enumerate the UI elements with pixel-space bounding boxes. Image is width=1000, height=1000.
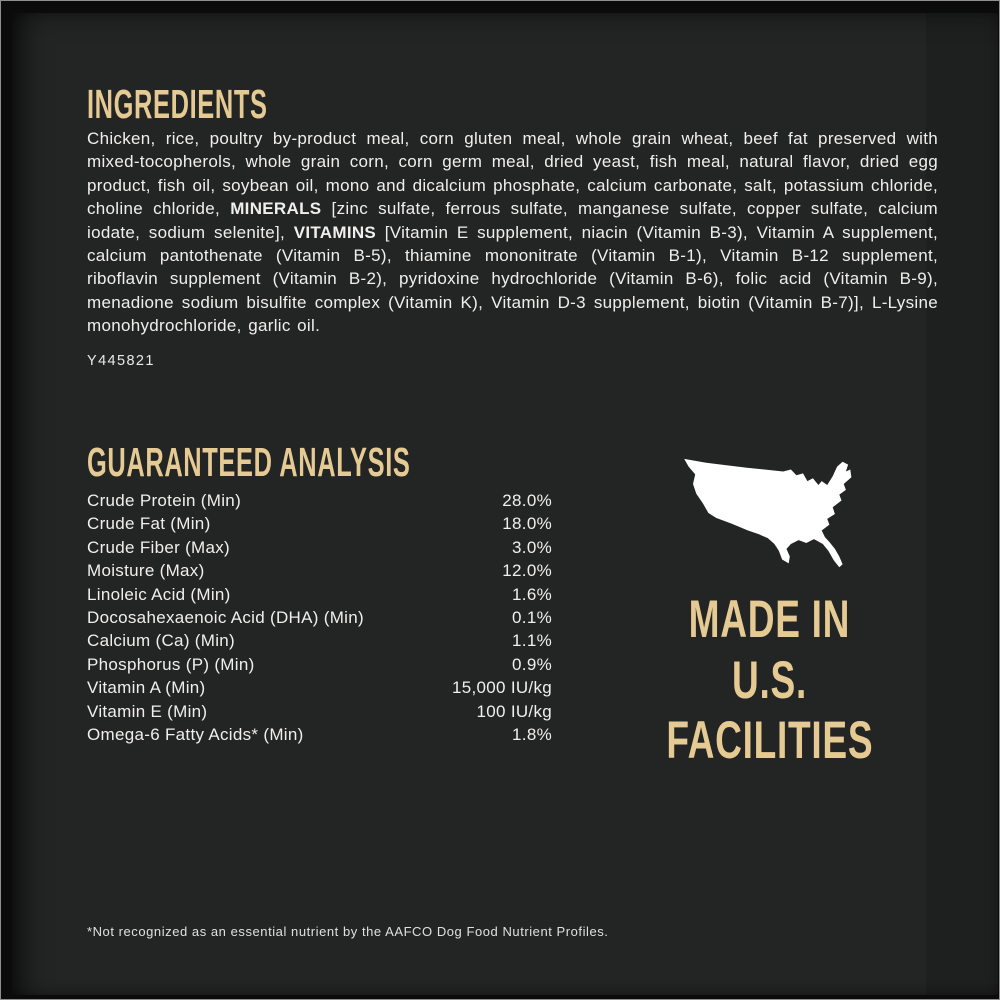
analysis-row: Omega-6 Fatty Acids* (Min) 1.8% [87,725,552,748]
usa-map-icon [683,458,851,568]
label-panel: INGREDIENTS Chicken, rice, poultry by-pr… [12,13,998,995]
analysis-row: Crude Fiber (Max) 3.0% [87,538,552,561]
analysis-row: Linoleic Acid (Min) 1.6% [87,585,552,608]
analysis-label: Vitamin E (Min) [87,701,208,721]
guaranteed-analysis-table: Crude Protein (Min) 28.0% Crude Fat (Min) 1… [87,491,552,748]
analysis-value: 100 IU/kg [476,701,552,721]
made-in-text: MADE IN U.S. FACILITIES [612,590,927,772]
ingredients-heading: INGREDIENTS [87,84,378,125]
made-in-us-badge: MADE IN U.S. FACILITIES [612,453,927,772]
analysis-value: 1.8% [512,724,552,744]
ingredients-text: Chicken, rice, poultry by-product meal, … [87,127,938,338]
analysis-value: 18.0% [502,514,552,534]
analysis-label: Vitamin A (Min) [87,678,206,698]
analysis-value: 1.6% [512,584,552,604]
analysis-value: 12.0% [502,561,552,581]
aafco-footnote: *Not recognized as an essential nutrient… [87,924,609,939]
analysis-label: Crude Fiber (Max) [87,537,231,557]
analysis-label: Moisture (Max) [87,561,205,581]
analysis-value: 15,000 IU/kg [452,678,552,698]
analysis-label: Linoleic Acid (Min) [87,584,231,604]
ingredients-category-bold: VITAMINS [293,222,377,242]
ingredients-segment: Chicken, rice, poultry by-product meal, … [87,129,938,219]
guaranteed-analysis-heading: GUARANTEED ANALYSIS [87,442,609,483]
analysis-label: Calcium (Ca) (Min) [87,631,236,651]
analysis-label: Omega-6 Fatty Acids* (Min) [87,724,304,744]
made-in-line: FACILITIES [612,711,927,772]
analysis-row: Crude Protein (Min) 28.0% [87,491,552,514]
analysis-row: Docosahexaenoic Acid (DHA) (Min) 0.1% [87,608,552,631]
ingredients-heading-text: INGREDIENTS [87,81,268,127]
analysis-value: 0.1% [512,607,552,627]
made-in-line: U.S. [612,651,927,712]
analysis-value: 28.0% [502,491,552,510]
analysis-value: 1.1% [512,631,552,651]
guaranteed-analysis-heading-text: GUARANTEED ANALYSIS [87,439,411,485]
ingredients-segment: [zinc sulfate, ferrous sulfate, manganes… [87,199,938,242]
analysis-value: 3.0% [512,537,552,557]
analysis-value: 0.9% [512,654,552,674]
made-in-line-text: MADE IN [688,590,851,649]
analysis-row: Calcium (Ca) (Min) 1.1% [87,631,552,654]
made-in-line-text: FACILITIES [666,711,873,770]
analysis-row: Vitamin E (Min) 100 IU/kg [87,702,552,725]
made-in-line-text: U.S. [732,650,807,710]
analysis-row: Vitamin A (Min) 15,000 IU/kg [87,678,552,701]
product-code: Y445821 [87,353,155,369]
analysis-label: Crude Protein (Min) [87,491,242,510]
ingredients-segment: [Vitamin E supplement, niacin (Vitamin B… [87,222,938,336]
analysis-row: Phosphorus (P) (Min) 0.9% [87,655,552,678]
analysis-row: Moisture (Max) 12.0% [87,561,552,584]
ingredients-category-bold: MINERALS [230,199,322,219]
analysis-row: Crude Fat (Min) 18.0% [87,514,552,537]
made-in-line: MADE IN [612,590,927,651]
analysis-label: Crude Fat (Min) [87,514,211,534]
analysis-label: Phosphorus (P) (Min) [87,654,255,674]
analysis-label: Docosahexaenoic Acid (DHA) (Min) [87,607,364,627]
